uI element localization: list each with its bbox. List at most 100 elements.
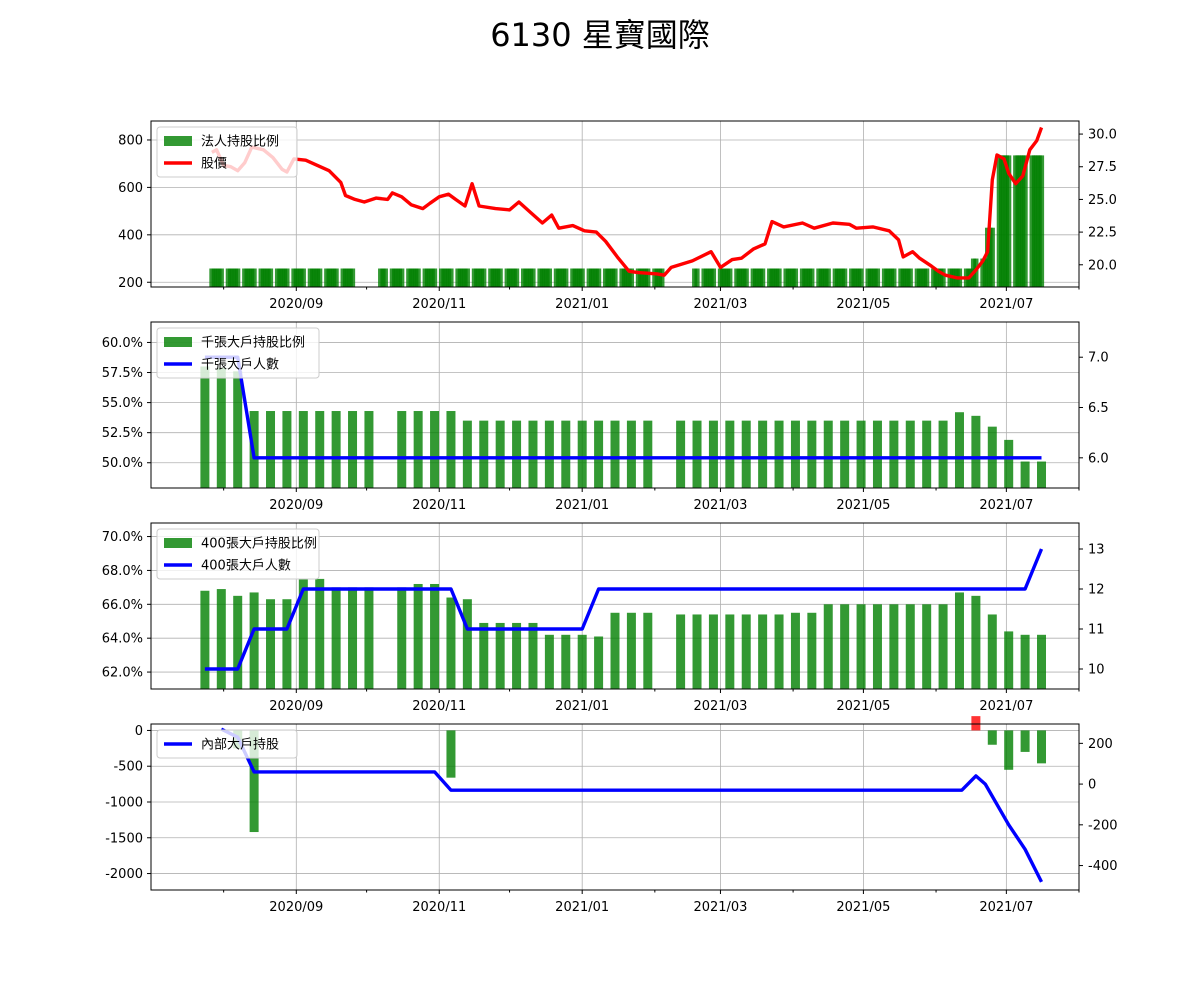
legend-box [156,528,320,580]
holding-bar [676,614,686,689]
x-tick-label: 2021/07 [979,900,1033,915]
x-tick-label: 2021/05 [836,498,890,513]
x-tick-label: 2020/11 [412,900,466,915]
price-line [211,126,1044,280]
x-tick-label: 2020/09 [269,699,323,714]
holding-bar [413,583,423,689]
institutional-bar [530,268,536,287]
holding-bar [413,411,423,488]
holding-bar [462,420,472,488]
institutional-bar [284,268,290,287]
institutional-bar [333,268,339,287]
left-tick-label: -2000 [105,867,143,882]
axes-frame [150,723,1080,891]
x-tick-label: 2021/07 [979,699,1033,714]
holding-bar [200,590,210,689]
holding-bar [479,622,489,689]
legend-label: 千張大戶人數 [201,358,279,373]
holding-bar [774,614,784,689]
left-tick-label: 64.0% [102,632,143,647]
legend-label: 股價 [201,157,227,172]
holding-bar [1020,461,1030,488]
holding-bar [1004,631,1014,689]
holding-bar [1004,439,1014,488]
holding-bar [1037,634,1047,689]
institutional-bar [659,268,665,287]
institutional-bar [595,268,602,287]
right-tick-label: 12 [1088,583,1105,598]
holding-bar [872,604,882,689]
holders-line [204,548,1044,671]
right-tick-label: 7.0 [1088,351,1109,366]
institutional-bar [251,268,257,287]
holding-bar [708,614,718,689]
institutional-bar [464,268,470,287]
holding-bar [692,420,702,488]
x-tick-label: 2021/03 [693,699,747,714]
institutional-bar [924,268,930,287]
holding-bar [266,599,276,689]
left-tick-label: 52.5% [102,426,143,441]
holding-bar [741,614,751,689]
institutional-bar [776,268,782,287]
holding-bar [840,420,850,488]
holding-bar [544,634,554,689]
holding-bar [823,420,833,488]
holding-bar [364,587,374,689]
holding-bar [298,578,308,689]
left-tick-label: 60.0% [102,336,143,351]
x-tick-label: 2021/01 [555,297,609,312]
right-tick-label: 10 [1088,663,1105,678]
right-tick-label: 20.0 [1088,258,1117,273]
holding-bar [856,420,866,488]
holding-bar [725,420,735,488]
holding-bar [643,612,653,689]
holders-line [204,355,1042,460]
holding-bar [528,420,538,488]
institutional-bar [940,268,946,287]
holding-bar [577,634,587,689]
holding-bar [561,634,571,689]
left-tick-label: 55.0% [102,396,143,411]
x-tick-label: 2021/03 [693,297,747,312]
holding-bar [200,366,210,488]
holding-bar [512,622,522,689]
institutional-bar [628,268,635,287]
x-tick-label: 2021/05 [836,900,890,915]
institutional-bar [546,268,552,287]
holding-bar [922,604,932,689]
institutional-bar [710,268,717,287]
institutional-bar [300,268,306,287]
insider-bar [1004,730,1014,770]
holding-bar [676,420,686,488]
holding-bar [282,599,292,689]
x-tick-label: 2021/03 [693,900,747,915]
panel-3: 62.0% 64.0% 66.0% 68.0% 70.0% 10 11 12 13 2020/09… [102,522,1105,714]
institutional-bar [399,268,405,287]
x-tick-label: 2020/11 [412,297,466,312]
left-tick-label: 800 [118,133,143,148]
holding-bar [856,604,866,689]
holding-bar [397,587,407,689]
holding-bar [708,420,718,488]
holding-bar [544,420,554,488]
institutional-bar [842,268,848,287]
holding-bar [971,415,981,488]
institutional-bar [317,268,323,287]
right-tick-label: -400 [1088,859,1118,874]
institutional-bar [1006,155,1012,287]
right-tick-label: 0 [1088,778,1096,793]
institutional-bar [382,268,388,287]
institutional-bar [694,268,700,287]
holding-bar [741,420,751,488]
holding-bar [495,420,505,488]
institutional-bar [825,268,831,287]
institutional-bar [448,268,454,287]
holding-bar [216,367,226,488]
left-tick-label: 68.0% [102,564,143,579]
holding-bar [348,587,358,689]
institutional-bar [874,268,881,287]
holding-bar [823,604,833,689]
right-tick-label: -200 [1088,818,1118,833]
